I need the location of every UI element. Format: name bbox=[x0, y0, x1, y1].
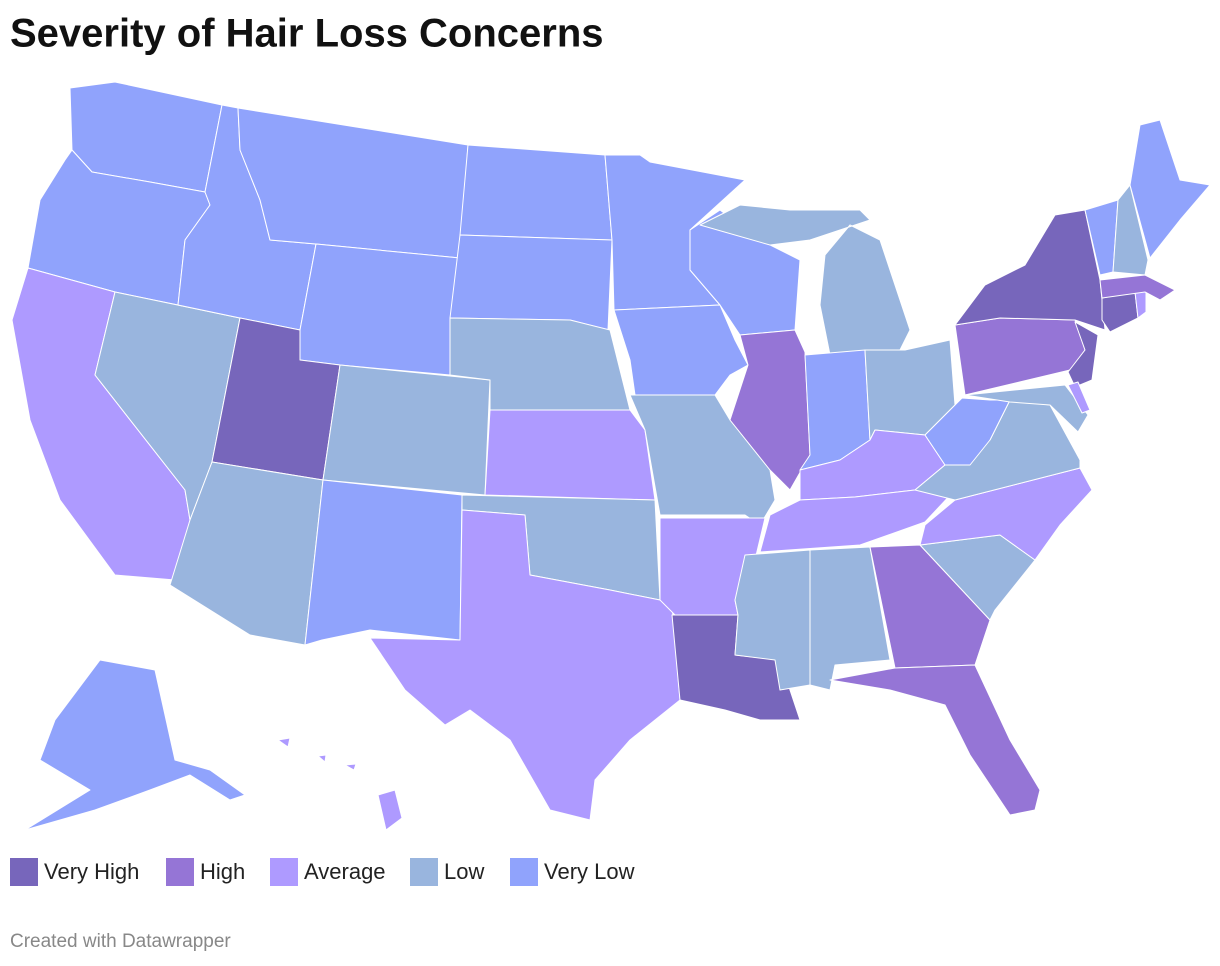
map bbox=[11, 81, 1211, 831]
region bbox=[829, 664, 1041, 816]
footer: Created with Datawrapper bbox=[10, 931, 231, 952]
region bbox=[1067, 381, 1091, 414]
region bbox=[484, 409, 656, 501]
region bbox=[449, 234, 613, 331]
legend: Very High High Average Low Very Low bbox=[10, 858, 635, 886]
region bbox=[629, 394, 776, 526]
legend-label: High bbox=[200, 859, 245, 884]
region bbox=[1101, 291, 1139, 333]
region bbox=[954, 317, 1086, 396]
region bbox=[869, 544, 991, 669]
region bbox=[699, 204, 911, 356]
region bbox=[369, 509, 681, 821]
legend-swatch bbox=[410, 858, 438, 886]
legend-swatch bbox=[270, 858, 298, 886]
region bbox=[277, 737, 403, 831]
region bbox=[1112, 184, 1149, 276]
legend-swatch bbox=[510, 858, 538, 886]
legend-swatch bbox=[166, 858, 194, 886]
region bbox=[322, 364, 491, 496]
legend-label: Very High bbox=[44, 859, 139, 884]
region bbox=[1129, 119, 1211, 259]
region bbox=[729, 329, 811, 491]
legend-label: Very Low bbox=[544, 859, 635, 884]
region bbox=[954, 209, 1106, 331]
region bbox=[304, 479, 463, 646]
region bbox=[964, 384, 1089, 433]
region bbox=[613, 304, 749, 396]
region bbox=[24, 659, 246, 831]
legend-label: Low bbox=[444, 859, 484, 884]
region bbox=[459, 144, 613, 241]
title: Severity of Hair Loss Concerns bbox=[10, 12, 604, 56]
legend-label: Average bbox=[304, 859, 386, 884]
region bbox=[299, 243, 461, 376]
region bbox=[237, 107, 469, 259]
legend-swatch bbox=[10, 858, 38, 886]
